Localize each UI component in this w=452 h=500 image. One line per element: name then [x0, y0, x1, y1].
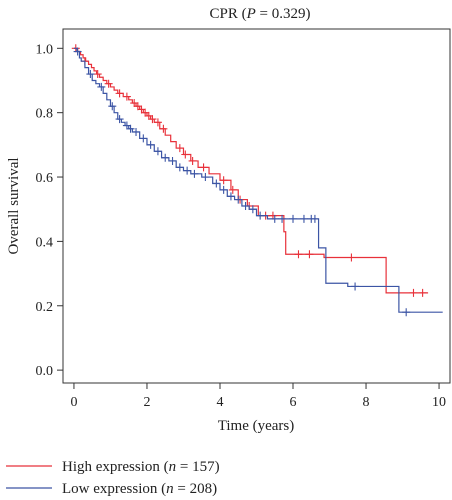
- censor-mark-high: [199, 163, 208, 172]
- survival-curve-low: [73, 47, 443, 313]
- survival-curve-high: [73, 47, 429, 294]
- censor-mark-low: [73, 47, 82, 56]
- chart-title-p: P: [246, 6, 256, 22]
- censor-mark-low: [310, 214, 319, 223]
- series-layer: [71, 44, 443, 317]
- y-tick-label: 0.6: [36, 171, 54, 186]
- censor-mark-low: [190, 169, 199, 178]
- series-high: [71, 44, 429, 297]
- censor-mark-high: [294, 250, 303, 259]
- censor-mark-high: [347, 253, 356, 262]
- y-axis-label: Overall survival: [6, 157, 22, 254]
- censor-mark-low: [122, 121, 131, 130]
- censor-mark-low: [219, 185, 228, 194]
- censor-mark-high: [130, 99, 139, 108]
- legend-item-low: Low expression (n = 208): [6, 481, 217, 497]
- censor-mark-high: [418, 288, 427, 297]
- y-tick-label: 0.2: [36, 300, 54, 315]
- chart-title-suffix: = 0.329): [256, 6, 311, 22]
- censor-mark-low: [161, 153, 170, 162]
- censor-mark-high: [137, 105, 146, 114]
- censor-mark-low: [139, 134, 148, 143]
- censor-mark-high: [148, 115, 157, 124]
- censor-mark-low: [175, 163, 184, 172]
- censor-mark-high: [181, 150, 190, 159]
- censor-mark-high: [93, 70, 102, 79]
- censor-mark-high: [159, 124, 168, 133]
- censor-mark-low: [86, 70, 95, 79]
- censor-mark-low: [183, 166, 192, 175]
- x-tick-label: 10: [432, 395, 446, 410]
- censor-mark-high: [115, 89, 124, 98]
- censor-mark-low: [126, 124, 135, 133]
- x-tick-label: 4: [216, 395, 223, 410]
- censor-mark-low: [234, 195, 243, 204]
- y-tick-label: 0.4: [36, 235, 54, 250]
- legend-label-low-suffix: = 208): [174, 481, 217, 497]
- censor-mark-low: [146, 140, 155, 149]
- x-tick-label: 8: [363, 395, 370, 410]
- censor-mark-high: [153, 118, 162, 127]
- legend-label-low-n: n: [166, 481, 174, 497]
- chart-title: CPR (P = 0.329): [210, 6, 311, 22]
- censor-mark-low: [351, 282, 360, 291]
- censor-mark-high: [122, 92, 131, 101]
- y-tick-label: 0.0: [36, 364, 54, 379]
- censor-mark-low: [402, 308, 411, 317]
- legend-item-high: High expression (n = 157): [6, 459, 220, 475]
- y-tick-label: 1.0: [36, 42, 54, 57]
- censor-mark-low: [132, 127, 141, 136]
- censor-mark-low: [201, 173, 210, 182]
- censor-mark-high: [104, 79, 113, 88]
- censor-mark-low: [241, 202, 250, 210]
- censor-mark-low: [270, 214, 279, 223]
- y-axis: 0.0 0.2 0.4 0.6 0.8 1.0: [36, 42, 63, 379]
- censor-mark-low: [168, 156, 177, 165]
- censor-mark-low: [278, 214, 287, 223]
- x-tick-label: 6: [290, 395, 297, 410]
- chart-title-prefix: CPR (: [210, 6, 247, 22]
- legend: High expression (n = 157) Low expression…: [6, 459, 220, 497]
- x-tick-label: 2: [143, 395, 150, 410]
- censor-mark-low: [248, 205, 257, 214]
- legend-label-low: Low expression (n = 208): [62, 481, 217, 497]
- legend-label-high: High expression (n = 157): [62, 459, 220, 475]
- censor-mark-low: [299, 214, 308, 223]
- censor-mark-low: [226, 192, 235, 201]
- censor-mark-low: [289, 214, 298, 223]
- censor-mark-low: [212, 179, 221, 188]
- series-low: [73, 47, 443, 317]
- censor-mark-high: [175, 144, 184, 153]
- censor-mark-high: [133, 102, 142, 111]
- censor-mark-low: [97, 82, 106, 91]
- censor-mark-high: [219, 176, 228, 185]
- x-tick-label: 0: [70, 395, 77, 410]
- censor-mark-high: [141, 108, 150, 117]
- censor-mark-low: [115, 115, 124, 124]
- x-axis: 0 2 4 6 8 10: [70, 383, 446, 410]
- censor-mark-high: [228, 185, 237, 194]
- legend-label-low-prefix: Low expression (: [62, 481, 166, 497]
- plot-frame: [62, 28, 451, 384]
- censor-mark-high: [188, 156, 197, 165]
- censor-mark-low: [256, 211, 265, 220]
- censor-mark-high: [144, 111, 153, 120]
- legend-label-high-suffix: = 157): [176, 459, 219, 475]
- y-tick-label: 0.8: [36, 107, 54, 122]
- legend-label-high-n: n: [169, 459, 177, 475]
- censor-mark-high: [305, 250, 314, 259]
- x-axis-label: Time (years): [218, 418, 295, 434]
- censor-mark-high: [409, 288, 418, 297]
- legend-label-high-prefix: High expression (: [62, 459, 169, 475]
- censor-mark-low: [153, 147, 162, 156]
- censor-mark-low: [108, 102, 117, 111]
